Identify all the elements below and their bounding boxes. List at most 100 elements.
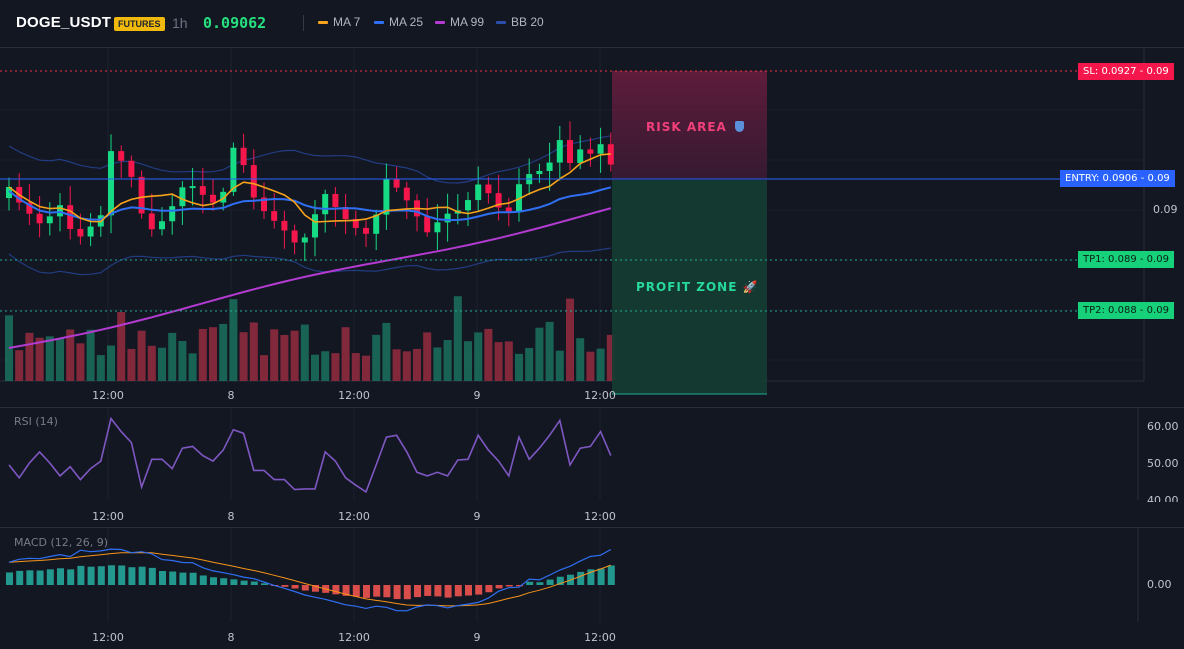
ma25-swatch [374,20,384,24]
candle-body [148,213,155,230]
macd-histogram-bar [87,566,95,585]
volume-bar [494,342,503,381]
candle-body [403,187,410,201]
tp1-price-tag[interactable]: TP1: 0.089 - 0.09 [1078,251,1174,268]
candle-body [230,147,237,192]
macd-histogram-bar [16,570,24,585]
macd-histogram-bar [454,585,462,597]
macd-axis-zero: 0.00 [1147,578,1172,591]
volume-bar [525,347,534,381]
candle-body [87,226,94,237]
time-label: 12:00 [584,389,616,402]
volume-bar [596,348,605,381]
macd-histogram-bar [67,569,75,585]
candle-body [373,214,380,234]
volume-bar [117,312,126,381]
volume-bar [300,324,309,381]
volume-bar [178,340,187,381]
volume-bar [147,345,156,381]
macd-histogram-bar [199,575,207,585]
legend-ma25[interactable]: MA 25 [374,15,423,29]
macd-histogram-bar [189,572,197,585]
tp2-price-tag[interactable]: TP2: 0.088 - 0.09 [1078,302,1174,319]
profit-zone-box [612,180,767,394]
volume-bar [535,327,544,381]
time-label: 9 [473,389,481,402]
macd-histogram-bar [597,568,605,585]
time-label: 8 [227,389,235,402]
volume-bar [341,327,350,381]
candle-body [36,213,43,224]
timeframe[interactable]: 1h [172,15,188,31]
macd-histogram-bar [57,568,64,585]
bb20-swatch [496,20,506,24]
volume-bar [372,334,381,381]
volume-bar [25,332,34,381]
entry-price-tag[interactable]: ENTRY: 0.0906 - 0.09 [1060,170,1175,187]
symbol-name[interactable]: DOGE_USDT [16,14,112,31]
rsi-label: RSI (14) [14,415,58,428]
macd-histogram-bar [179,572,187,585]
macd-histogram-bar [556,576,564,585]
macd-histogram-bar [577,571,585,585]
volume-bar [158,347,166,381]
volume-bar [392,349,401,381]
rsi-line [8,416,612,494]
candle-body [210,194,216,203]
legend-bb20[interactable]: BB 20 [496,15,544,29]
macd-histogram-bar [220,578,228,585]
macd-histogram-bar [403,585,411,600]
rsi-time-label: 12:00 [92,510,124,523]
candle-body [393,178,400,188]
macd-histogram-bar [485,585,493,593]
volume-bar [219,323,228,381]
candle-body [475,184,482,201]
candle-body [383,178,390,215]
ma25-line [8,186,612,221]
candle-body [281,220,288,231]
macd-histogram-bar [97,566,105,585]
macd-histogram-bar [210,577,217,585]
macd-time-label: 12:00 [92,631,124,644]
volume-bar [453,296,462,381]
moving-averages [8,153,612,349]
shield-icon [735,121,745,132]
macd-histogram-bar [281,585,289,587]
candle-body [363,227,369,234]
volume-bar [127,348,136,381]
volume-bar [586,351,595,381]
candle-body [546,162,553,171]
macd-histogram-bar [526,581,534,585]
macd-histogram-bar [148,567,156,585]
rsi-time-label: 9 [473,510,481,523]
candle-body [240,147,247,166]
volume-bar [351,353,360,381]
header-divider [303,15,304,31]
candle-body [118,151,125,161]
volume-bar [321,351,330,381]
candle-body [597,144,604,154]
candle-body [67,205,74,229]
volume-bar [413,348,421,381]
candle-body [108,151,114,216]
rsi-axis-60: 60.00 [1147,420,1179,433]
volume-bar [270,329,279,381]
macd-histogram-bar [342,585,350,596]
risk-area-label: RISK AREA [646,120,745,134]
bb-lower-line [8,247,611,276]
volume-bar [168,332,177,381]
legend-ma7[interactable]: MA 7 [318,15,360,29]
volume-bar [290,330,299,381]
candle-body [556,140,563,163]
candle-body [77,228,84,237]
price-axis-label: 0.09 [1153,203,1178,216]
sl-price-tag[interactable]: SL: 0.0927 - 0.09 [1078,63,1174,80]
legend-ma99[interactable]: MA 99 [435,15,484,29]
macd-histogram-bar [373,585,381,597]
macd-panel [6,548,615,612]
candlesticks [6,121,614,262]
time-label: 12:00 [92,389,124,402]
bb20-label: BB 20 [511,15,544,29]
macd-label: MACD (12, 26, 9) [14,536,109,549]
